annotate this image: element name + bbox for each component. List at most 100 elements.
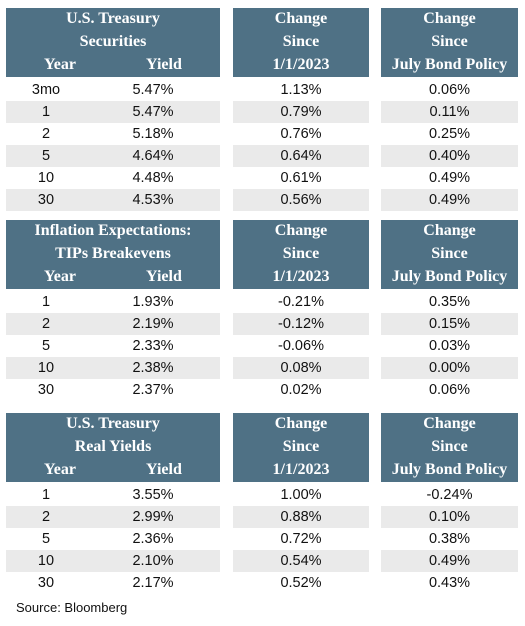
row-background <box>381 357 518 379</box>
header-title-line1: U.S. Treasury <box>66 415 160 432</box>
row-background <box>6 550 220 572</box>
row-background <box>233 145 369 167</box>
header-change1-line: Change <box>274 10 328 27</box>
year-cell: 3mo <box>31 82 61 98</box>
change-since-july-cell: 0.35% <box>428 294 471 310</box>
row-background <box>233 506 369 528</box>
table-section: Inflation Expectations: TIPs Breakevens Ye… <box>6 220 518 401</box>
row-background <box>381 189 518 211</box>
change-since-2023-cell: 0.88% <box>280 509 322 525</box>
header-year-label: Year <box>44 461 76 478</box>
header-change1-line: 1/1/2023 <box>272 56 330 73</box>
header-change1-line: Since <box>282 438 320 455</box>
header-change-since-2023: Change Since 1/1/2023 <box>233 413 369 482</box>
row-background <box>6 101 220 123</box>
yield-cell: 5.47% <box>132 104 174 120</box>
change-since-2023-cell: 0.54% <box>280 553 322 569</box>
header-change2-line: Since <box>431 33 468 50</box>
year-cell: 1 <box>41 104 51 120</box>
change-since-july-cell: 0.43% <box>428 575 471 591</box>
yield-cell: 2.99% <box>132 509 174 525</box>
change-since-july-cell: 0.25% <box>428 126 471 142</box>
year-cell: 5 <box>41 148 51 164</box>
header-change2-line: July Bond Policy <box>391 56 508 73</box>
year-cell: 10 <box>37 553 55 569</box>
source-note: Source: Bloomberg <box>16 600 128 615</box>
table-row: 30 4.53% 0.56% 0.49% <box>6 189 518 211</box>
table-row: 5 2.36% 0.72% 0.38% <box>6 528 518 550</box>
header-year-label: Year <box>44 268 76 285</box>
change-since-july-cell: 0.49% <box>428 170 471 186</box>
change-since-july-cell: 0.38% <box>428 531 471 547</box>
year-cell: 5 <box>41 531 51 547</box>
row-background <box>6 145 220 167</box>
row-background <box>6 313 220 335</box>
yield-cell: 2.10% <box>132 553 174 569</box>
header-change1-line: Change <box>274 415 328 432</box>
change-since-2023-cell: 1.00% <box>280 487 322 503</box>
yield-cell: 2.38% <box>132 360 174 376</box>
change-since-july-cell: 0.06% <box>428 82 471 98</box>
change-since-july-cell: 0.03% <box>428 338 471 354</box>
year-cell: 10 <box>37 360 55 376</box>
change-since-2023-cell: -0.21% <box>278 294 324 310</box>
table-row: 10 4.48% 0.61% 0.49% <box>6 167 518 189</box>
header-yield-label: Yield <box>146 461 182 478</box>
header-change-since-july: Change Since July Bond Policy <box>381 8 518 77</box>
table-row: 30 2.37% 0.02% 0.06% <box>6 379 518 401</box>
yield-cell: 2.19% <box>132 316 174 332</box>
yield-cell: 3.55% <box>132 487 174 503</box>
header-change2-line: Since <box>431 245 468 262</box>
header-change2-line: Change <box>423 222 476 239</box>
header-change-since-2023: Change Since 1/1/2023 <box>233 220 369 289</box>
table-row: 1 5.47% 0.79% 0.11% <box>6 101 518 123</box>
header-yield-label: Yield <box>146 56 182 73</box>
year-cell: 2 <box>41 316 51 332</box>
row-background <box>6 357 220 379</box>
table-row: 1 1.93% -0.21% 0.35% <box>6 291 518 313</box>
yield-cell: 2.36% <box>132 531 174 547</box>
row-background <box>233 550 369 572</box>
header-change1-line: 1/1/2023 <box>272 461 330 478</box>
yield-cell: 4.53% <box>132 192 174 208</box>
header-title-line2: Securities <box>79 33 147 50</box>
row-background <box>233 101 369 123</box>
table-row: 1 3.55% 1.00% -0.24% <box>6 484 518 506</box>
change-since-july-cell: 0.15% <box>428 316 471 332</box>
change-since-july-cell: 0.00% <box>428 360 471 376</box>
yield-cell: 4.48% <box>132 170 174 186</box>
change-since-2023-cell: 0.76% <box>280 126 322 142</box>
header-change1-line: Change <box>274 222 328 239</box>
year-cell: 2 <box>41 126 51 142</box>
header-securities: Inflation Expectations: TIPs Breakevens Ye… <box>6 220 220 289</box>
yield-cell: 5.18% <box>132 126 174 142</box>
year-cell: 2 <box>41 509 51 525</box>
table-row: 10 2.38% 0.08% 0.00% <box>6 357 518 379</box>
header-securities: U.S. Treasury Securities Year Yield <box>6 8 220 77</box>
change-since-july-cell: -0.24% <box>426 487 473 503</box>
year-cell: 30 <box>37 192 55 208</box>
header-change1-line: 1/1/2023 <box>272 268 330 285</box>
table-row: 5 4.64% 0.64% 0.40% <box>6 145 518 167</box>
row-background <box>233 357 369 379</box>
header-securities: U.S. Treasury Real Yields Year Yield <box>6 413 220 482</box>
table-row: 2 5.18% 0.76% 0.25% <box>6 123 518 145</box>
change-since-2023-cell: -0.12% <box>278 316 324 332</box>
change-since-july-cell: 0.06% <box>428 382 471 398</box>
change-since-2023-cell: 0.61% <box>280 170 322 186</box>
table-section: U.S. Treasury Real Yields Year Yield Change S… <box>6 413 518 594</box>
table-row: 10 2.10% 0.54% 0.49% <box>6 550 518 572</box>
change-since-july-cell: 0.49% <box>428 192 471 208</box>
change-since-july-cell: 0.49% <box>428 553 471 569</box>
header-change1-line: Since <box>282 245 320 262</box>
year-cell: 1 <box>41 487 51 503</box>
row-background <box>381 506 518 528</box>
change-since-2023-cell: 0.72% <box>280 531 322 547</box>
header-change2-line: July Bond Policy <box>391 268 508 285</box>
header-change2-line: Change <box>423 415 476 432</box>
change-since-2023-cell: 0.02% <box>280 382 322 398</box>
change-since-2023-cell: 0.08% <box>280 360 322 376</box>
year-cell: 30 <box>37 382 55 398</box>
table-row: 30 2.17% 0.52% 0.43% <box>6 572 518 594</box>
yield-cell: 5.47% <box>132 82 174 98</box>
